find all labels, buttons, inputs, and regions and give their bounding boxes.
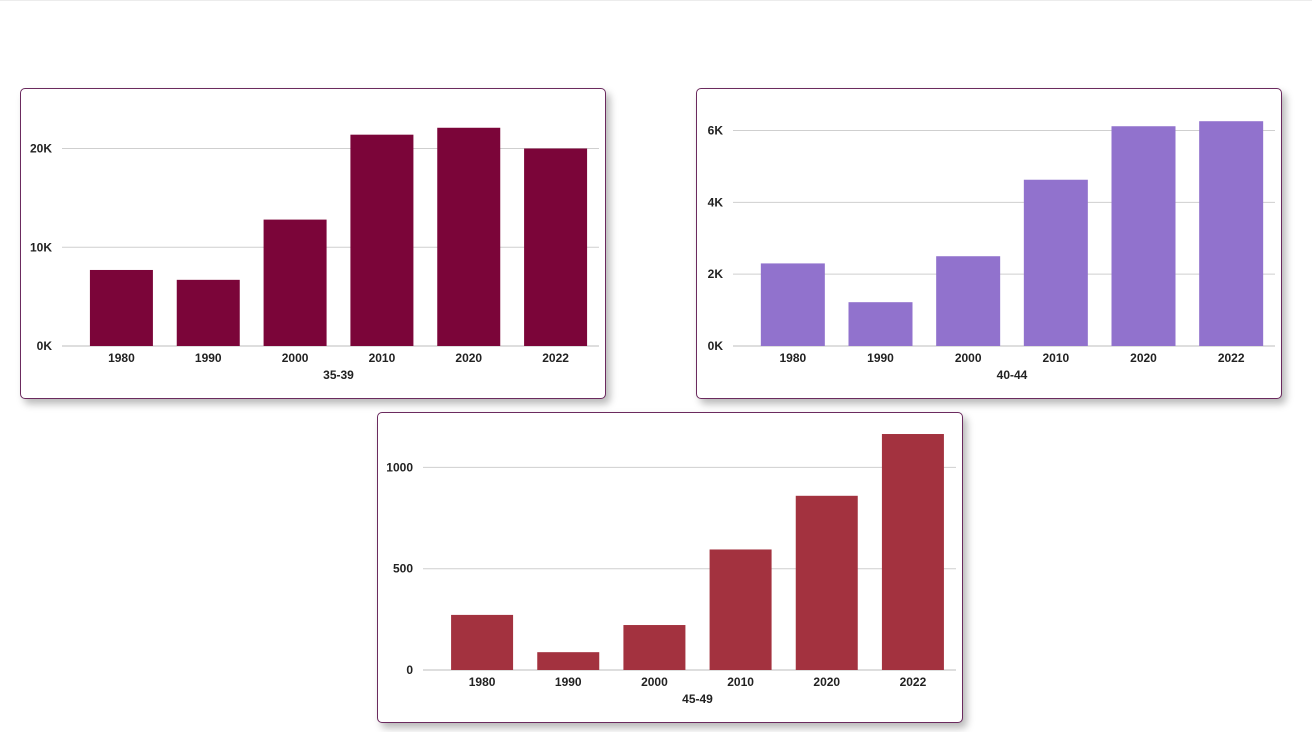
- bar-1990: [537, 652, 600, 670]
- y-tick-label: 1000: [386, 460, 413, 474]
- x-axis-title: 45-49: [682, 692, 713, 706]
- x-tick-label: 2020: [455, 351, 482, 365]
- y-tick-label: 10K: [30, 240, 52, 254]
- x-tick-label: 1980: [779, 351, 806, 365]
- bar-2000: [263, 219, 327, 346]
- bar-2000: [623, 625, 686, 670]
- chart-card-35-39: 0K 10K 20K 1980 1990 2000 2010 2020 2022 35-39: [20, 88, 606, 399]
- bar-2020: [437, 127, 501, 346]
- bar-2000: [936, 256, 1001, 346]
- x-tick-label: 2000: [282, 351, 309, 365]
- x-tick-label: 2022: [542, 351, 569, 365]
- y-tick-label: 0K: [37, 339, 53, 353]
- x-tick-label: 2022: [1218, 351, 1245, 365]
- x-tick-label: 2010: [1042, 351, 1069, 365]
- y-tick-label: 500: [393, 562, 413, 576]
- y-tick-label: 6K: [708, 124, 724, 138]
- bar-1990: [848, 302, 913, 346]
- chart-card-40-44: 0K 2K 4K 6K 1980 1990 2000 2010 2020 2022 40-44: [696, 88, 1282, 399]
- bar-2010: [709, 549, 772, 670]
- x-tick-label: 2000: [955, 351, 982, 365]
- x-tick-label: 1980: [469, 675, 496, 689]
- bar-2022: [881, 434, 944, 670]
- x-tick-label: 2020: [813, 675, 840, 689]
- y-tick-label: 4K: [708, 195, 724, 209]
- bar-chart-45-49: 0 500 1000 1980 1990 2000 2010 2020 2022 45-49: [386, 434, 956, 706]
- bar-2020: [795, 495, 858, 670]
- bar-2022: [524, 148, 588, 346]
- x-tick-label: 1990: [555, 675, 582, 689]
- bar-chart-35-39: 0K 10K 20K 1980 1990 2000 2010 2020 2022 35-39: [30, 127, 599, 382]
- bar-2020: [1111, 126, 1176, 346]
- bar-chart-40-44: 0K 2K 4K 6K 1980 1990 2000 2010 2020 2022 40-44: [708, 121, 1275, 382]
- bar-1980: [451, 614, 514, 670]
- top-divider: [0, 0, 1312, 1]
- y-tick-label: 0K: [708, 339, 724, 353]
- x-tick-label: 2010: [369, 351, 396, 365]
- bar-1990: [176, 279, 240, 346]
- x-axis-title: 35-39: [323, 368, 354, 382]
- bar-2010: [350, 134, 414, 346]
- x-tick-label: 1980: [108, 351, 135, 365]
- bar-2022: [1199, 121, 1264, 346]
- bar-2010: [1023, 179, 1088, 346]
- y-tick-label: 2K: [708, 267, 724, 281]
- x-tick-label: 2022: [900, 675, 927, 689]
- chart-card-45-49: 0 500 1000 1980 1990 2000 2010 2020 2022 45-49: [377, 412, 963, 723]
- x-tick-label: 2000: [641, 675, 668, 689]
- x-axis-title: 40-44: [997, 368, 1028, 382]
- y-tick-label: 20K: [30, 142, 52, 156]
- x-tick-label: 2010: [727, 675, 754, 689]
- bar-1980: [89, 269, 153, 346]
- x-tick-label: 1990: [195, 351, 222, 365]
- y-tick-label: 0: [406, 663, 413, 677]
- x-tick-label: 2020: [1130, 351, 1157, 365]
- x-tick-label: 1990: [867, 351, 894, 365]
- bar-1980: [760, 263, 825, 346]
